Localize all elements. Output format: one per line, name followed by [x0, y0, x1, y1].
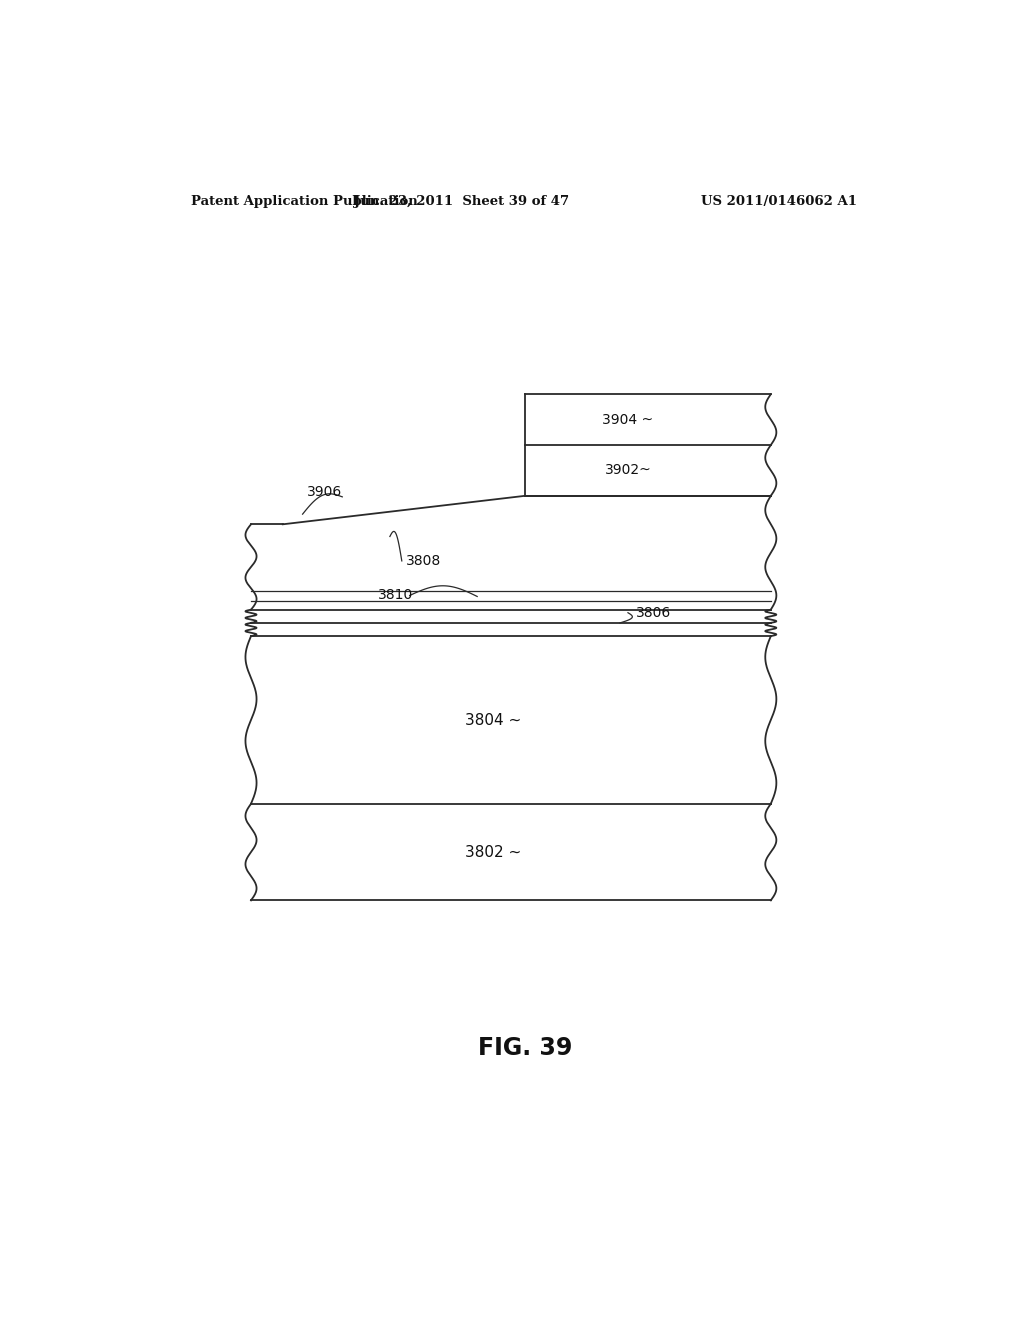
Text: 3810: 3810: [378, 589, 414, 602]
Text: Jun. 23, 2011  Sheet 39 of 47: Jun. 23, 2011 Sheet 39 of 47: [353, 194, 569, 207]
Text: 3804 ~: 3804 ~: [465, 713, 521, 727]
Text: Patent Application Publication: Patent Application Publication: [191, 194, 418, 207]
Text: 3904 ~: 3904 ~: [602, 413, 653, 426]
Text: 3808: 3808: [406, 554, 441, 568]
Text: 3806: 3806: [636, 606, 671, 619]
Text: FIG. 39: FIG. 39: [477, 1036, 572, 1060]
Text: 3902~: 3902~: [604, 463, 651, 478]
Text: 3906: 3906: [306, 484, 342, 499]
Text: US 2011/0146062 A1: US 2011/0146062 A1: [700, 194, 857, 207]
Text: 3802 ~: 3802 ~: [465, 845, 521, 861]
